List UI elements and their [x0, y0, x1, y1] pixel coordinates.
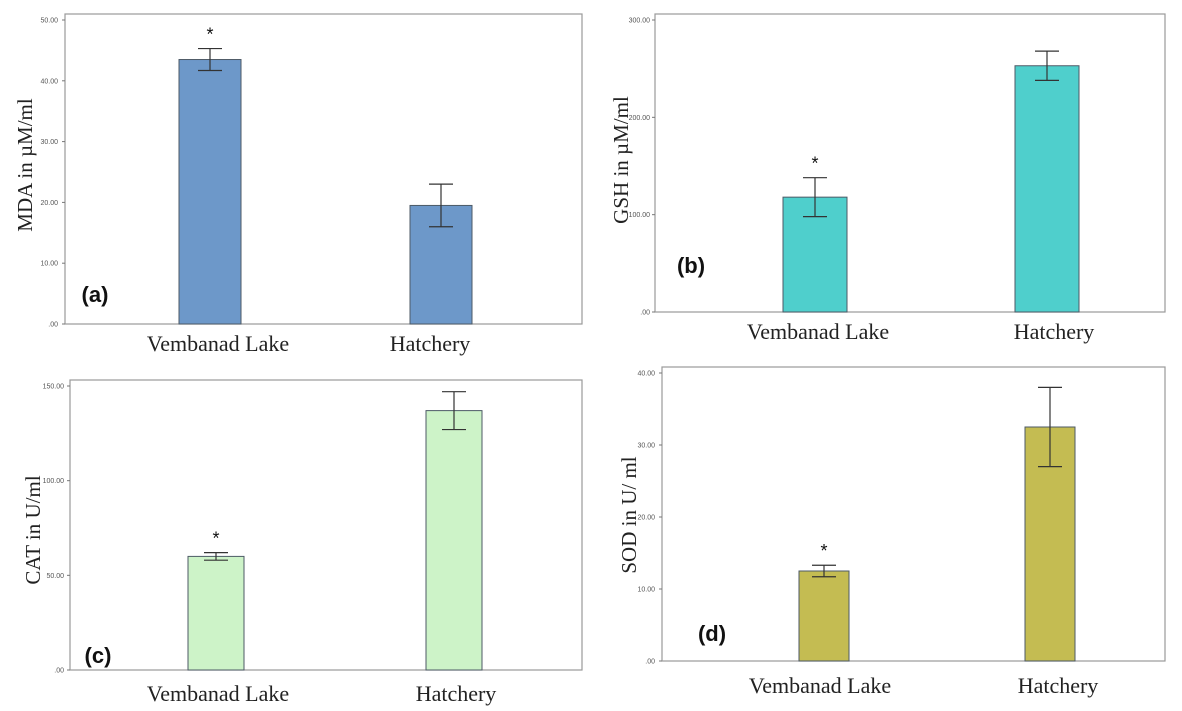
x-category-label: Vembanad Lake	[749, 673, 891, 698]
y-tick-label: 200.00	[629, 115, 651, 122]
panel-label: (b)	[677, 253, 705, 278]
plot-frame	[661, 366, 1166, 662]
y-tick-label: 10.00	[637, 587, 655, 594]
x-category-label: Hatchery	[1018, 673, 1099, 698]
y-tick-label: 20.00	[637, 515, 655, 522]
y-axis-label: CAT in U/ml	[21, 475, 45, 584]
y-tick-label: 150.00	[43, 384, 65, 391]
x-category-label: Hatchery	[416, 681, 497, 706]
y-tick-label: 100.00	[629, 212, 651, 219]
y-tick-label: 20.00	[40, 200, 58, 207]
chart-panel-3: .00 50.00 100.00 150.00 CAT in U/ml * Vembanad…	[21, 379, 583, 706]
y-tick-label: 300.00	[629, 18, 651, 25]
chart-panel-1: .00 10.00 20.00 30.00 40.00 50.00 MDA in µM/ml…	[13, 13, 583, 356]
y-axis-label: MDA in µM/ml	[13, 98, 37, 232]
y-tick-label: .00	[54, 668, 64, 675]
y-tick-label: 30.00	[637, 443, 655, 450]
y-tick-label: .00	[645, 659, 655, 666]
significance-mark: *	[820, 541, 827, 561]
y-axis-label: SOD in U/ ml	[617, 456, 641, 573]
panel-label: (d)	[698, 621, 726, 646]
chart-panel-2: .00 100.00 200.00 300.00 GSH in µM/ml * Vemban…	[609, 13, 1166, 344]
bar-vembanad-lake	[782, 196, 848, 313]
y-tick-label: .00	[48, 322, 58, 329]
x-category-label: Hatchery	[1014, 319, 1095, 344]
bar-hatchery	[425, 410, 483, 671]
y-tick-label: 50.00	[40, 18, 58, 25]
bar-hatchery	[1014, 65, 1080, 313]
y-axis-label: GSH in µM/ml	[609, 96, 633, 224]
bar-vembanad-lake	[187, 555, 245, 671]
plot-frame	[654, 13, 1166, 313]
x-category-label: Vembanad Lake	[147, 331, 289, 356]
y-tick-label: 40.00	[40, 78, 58, 85]
significance-mark: *	[206, 25, 213, 45]
y-tick-label: 30.00	[40, 139, 58, 146]
panel-label: (c)	[85, 643, 112, 668]
x-category-label: Hatchery	[390, 331, 471, 356]
bar-vembanad-lake	[798, 570, 850, 662]
y-tick-label: 10.00	[40, 261, 58, 268]
y-tick-label: 40.00	[637, 371, 655, 378]
significance-mark: *	[212, 529, 219, 549]
panel-label: (a)	[82, 282, 109, 307]
x-category-label: Vembanad Lake	[147, 681, 289, 706]
bar-vembanad-lake	[178, 59, 242, 325]
y-tick-label: 100.00	[43, 478, 65, 485]
y-tick-label: .00	[640, 310, 650, 317]
plot-frame	[69, 379, 583, 671]
x-category-label: Vembanad Lake	[747, 319, 889, 344]
y-tick-label: 50.00	[46, 573, 64, 580]
chart-panel-4: .00 10.00 20.00 30.00 40.00 SOD in U/ ml * Vemb…	[617, 366, 1166, 698]
plot-frame	[64, 13, 583, 325]
significance-mark: *	[811, 154, 818, 174]
